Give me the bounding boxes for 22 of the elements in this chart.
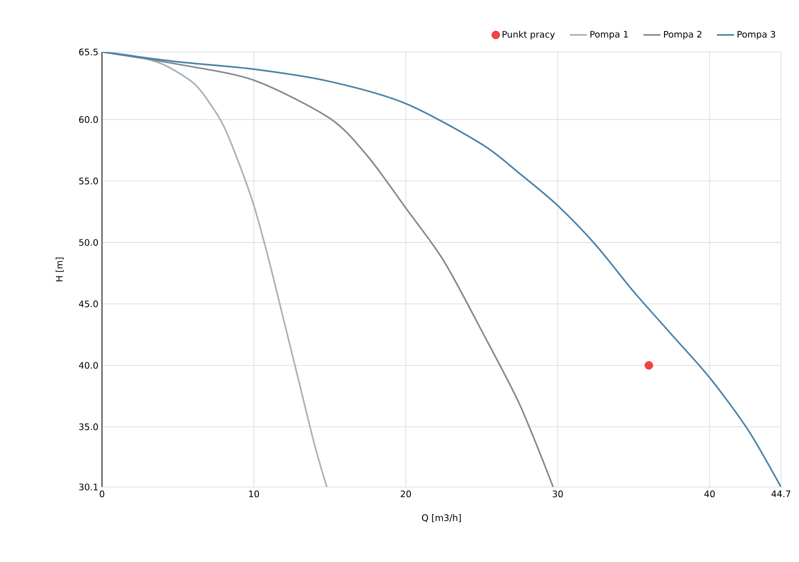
x-tick-label: 44.7 xyxy=(771,490,790,498)
y-tick-label: 55.0 xyxy=(79,178,98,184)
legend-label: Pompa 3 xyxy=(738,30,776,40)
y-tick-label: 50.0 xyxy=(79,239,98,246)
x-tick-label: 0 xyxy=(100,490,104,498)
line-series xyxy=(102,52,782,487)
y-tick-label: 45.0 xyxy=(78,300,98,308)
x-tick-label: 40 xyxy=(704,490,715,498)
y-tick-label: 65.5 xyxy=(79,48,98,56)
x-tick-label: 20 xyxy=(400,490,411,498)
y-tick-label: 35.0 xyxy=(79,423,98,430)
x-tick-label: 30 xyxy=(552,490,563,498)
legend-label: Pompa 1 xyxy=(590,30,628,40)
y-tick-label: 60.0 xyxy=(79,116,98,123)
x-axis-title: Q [m3/h] xyxy=(422,514,461,522)
legend-label: Pompa 2 xyxy=(664,30,702,40)
legend-label: Punkt pracy xyxy=(502,30,555,40)
x-tick-label: 10 xyxy=(249,490,260,498)
y-tick-label: 30.1 xyxy=(79,484,98,490)
line-series xyxy=(102,52,554,487)
y-axis-title: H [m] xyxy=(56,258,64,282)
y-tick-label: 40.0 xyxy=(78,362,98,369)
